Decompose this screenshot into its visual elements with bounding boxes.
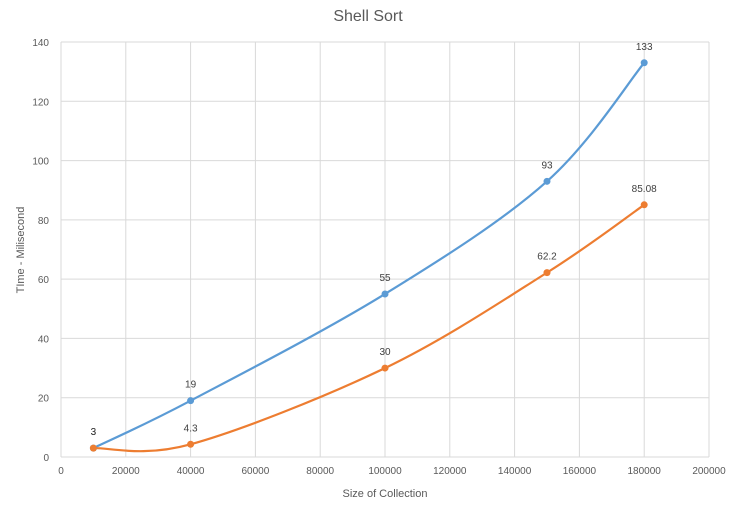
- y-tick-label: 120: [32, 97, 49, 108]
- chart-title: Shell Sort: [333, 8, 403, 25]
- series-2-point: [640, 201, 648, 209]
- series-1-data-label: 133: [636, 42, 653, 53]
- x-tick-label: 100000: [368, 466, 402, 477]
- series-2-point: [381, 364, 389, 372]
- series-1-data-label: 3: [91, 427, 97, 438]
- series-2-data-label: 62.2: [537, 252, 557, 263]
- x-tick-label: 200000: [692, 466, 726, 477]
- x-tick-label: 20000: [112, 466, 140, 477]
- series-2-data-label: 3: [91, 427, 97, 438]
- y-tick-label: 40: [38, 334, 50, 345]
- x-tick-label: 40000: [177, 466, 205, 477]
- y-tick-label: 60: [38, 275, 50, 286]
- series-2-data-label: 4.3: [184, 423, 198, 434]
- series-1-point: [381, 290, 389, 298]
- series-2-point: [543, 269, 551, 277]
- x-tick-label: 80000: [306, 466, 334, 477]
- series-1-point: [640, 59, 648, 67]
- x-axis-title: Size of Collection: [343, 488, 428, 500]
- y-tick-label: 20: [38, 394, 50, 405]
- tick-labels: 0 20000 40000 60000 80000 100000 120000 140000 1…: [32, 38, 726, 477]
- series-1-point: [543, 177, 551, 185]
- y-tick-label: 100: [32, 157, 49, 168]
- series-lines: [92, 61, 646, 453]
- x-tick-label: 120000: [433, 466, 467, 477]
- x-tick-label: 0: [58, 466, 64, 477]
- series-1-data-label: 93: [541, 160, 553, 171]
- x-tick-label: 140000: [498, 466, 532, 477]
- x-tick-label: 60000: [241, 466, 269, 477]
- series-2-point: [187, 440, 195, 448]
- series-1-data-label: 55: [379, 273, 391, 284]
- series-2-data-label: 85.08: [632, 184, 657, 195]
- gridlines: [60, 41, 710, 458]
- series-1-point: [187, 397, 195, 405]
- series-2-line: [92, 203, 646, 453]
- x-tick-label: 180000: [628, 466, 662, 477]
- y-axis-title: TIme - Milisecond: [15, 207, 27, 294]
- series-1-data-label: 19: [185, 380, 197, 391]
- y-tick-label: 140: [32, 38, 49, 49]
- series-1-line: [92, 61, 646, 450]
- x-tick-label: 160000: [563, 466, 597, 477]
- y-tick-label: 0: [43, 453, 49, 464]
- data-points: [89, 59, 648, 452]
- series-2-data-label: 30: [379, 347, 391, 358]
- y-tick-label: 80: [38, 216, 50, 227]
- series-2-point: [89, 444, 97, 452]
